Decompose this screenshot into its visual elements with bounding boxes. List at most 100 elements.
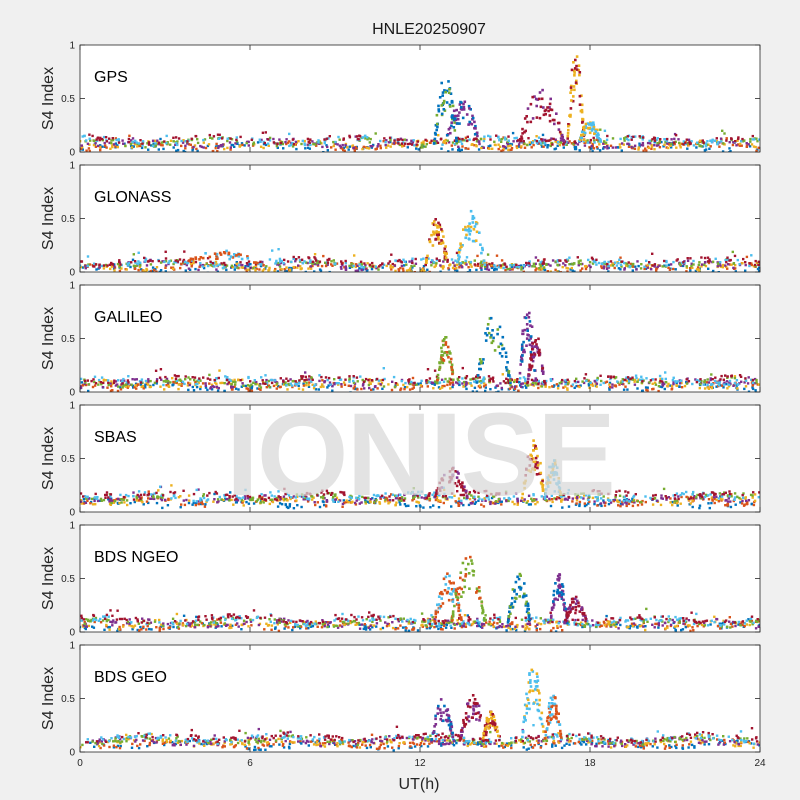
data-point <box>90 379 93 383</box>
data-point <box>464 136 468 139</box>
data-point <box>463 262 467 265</box>
data-point <box>254 266 257 269</box>
data-point <box>281 142 284 146</box>
data-point <box>620 142 624 145</box>
data-point <box>399 503 402 506</box>
data-point <box>582 497 585 500</box>
data-point <box>714 492 717 496</box>
data-point <box>699 378 702 381</box>
data-point <box>577 380 580 384</box>
data-point <box>393 385 397 389</box>
data-point <box>538 142 541 145</box>
data-point <box>557 490 561 493</box>
data-point <box>566 388 569 391</box>
data-point <box>174 377 178 381</box>
data-point <box>413 493 416 496</box>
data-point <box>471 390 475 392</box>
data-point <box>525 115 528 118</box>
data-point <box>216 264 219 267</box>
data-point <box>634 265 637 268</box>
data-point <box>476 262 480 266</box>
data-point <box>464 380 467 384</box>
data-point <box>725 139 728 142</box>
data-point <box>530 358 533 362</box>
data-point <box>311 378 314 381</box>
data-point <box>245 262 249 265</box>
data-point <box>653 139 657 142</box>
data-point <box>548 386 551 389</box>
data-point <box>201 502 204 506</box>
data-point <box>541 138 544 141</box>
data-point <box>250 138 253 141</box>
data-point <box>578 495 582 499</box>
data-point <box>292 507 296 510</box>
data-point <box>184 144 187 147</box>
data-point <box>268 139 272 142</box>
data-point <box>604 141 608 144</box>
data-point <box>288 383 291 387</box>
data-point <box>286 260 290 263</box>
data-point <box>474 137 477 140</box>
data-point <box>547 139 550 142</box>
data-point <box>436 499 440 502</box>
data-point <box>237 496 240 500</box>
data-point <box>719 495 722 498</box>
data-point <box>412 139 415 142</box>
data-point <box>572 142 575 146</box>
data-point <box>194 257 198 261</box>
data-point <box>470 122 474 126</box>
data-point <box>309 260 312 264</box>
data-point <box>627 145 631 148</box>
data-point <box>758 491 760 494</box>
data-point <box>479 361 483 365</box>
data-point <box>757 146 760 149</box>
data-point <box>583 494 586 497</box>
data-point <box>584 125 587 128</box>
data-point <box>674 380 677 383</box>
data-point <box>419 269 423 272</box>
data-point <box>97 378 101 382</box>
data-point <box>108 263 112 266</box>
data-point <box>170 484 173 487</box>
data-point <box>703 263 706 267</box>
data-point <box>255 267 258 271</box>
data-point <box>532 494 535 497</box>
data-point <box>525 323 529 326</box>
data-point <box>83 495 87 498</box>
data-point <box>598 138 602 141</box>
data-point <box>573 147 577 151</box>
data-point <box>611 264 615 267</box>
data-point <box>483 490 486 493</box>
data-point <box>500 503 503 506</box>
data-point <box>402 383 405 387</box>
data-point <box>254 269 257 272</box>
data-point <box>559 141 562 144</box>
data-point <box>432 142 436 145</box>
data-point <box>428 381 431 384</box>
data-point <box>192 259 195 262</box>
data-point <box>334 142 337 145</box>
data-point <box>625 502 628 505</box>
data-point <box>323 140 326 144</box>
data-point <box>540 495 543 498</box>
data-point <box>439 264 442 267</box>
data-point <box>435 492 439 495</box>
data-point <box>342 146 346 150</box>
data-point <box>608 388 611 391</box>
data-point <box>567 380 571 383</box>
data-point <box>339 265 343 269</box>
data-point <box>579 259 582 262</box>
data-point <box>505 368 509 372</box>
data-point <box>558 143 562 147</box>
data-point <box>487 375 491 378</box>
data-point <box>596 132 600 135</box>
data-point <box>550 494 553 497</box>
data-point <box>582 492 585 495</box>
data-point <box>159 497 163 500</box>
data-point <box>130 139 133 142</box>
data-point <box>347 384 350 387</box>
data-point <box>119 263 122 266</box>
data-point <box>157 148 160 151</box>
data-point <box>752 491 755 494</box>
data-point <box>172 140 175 143</box>
